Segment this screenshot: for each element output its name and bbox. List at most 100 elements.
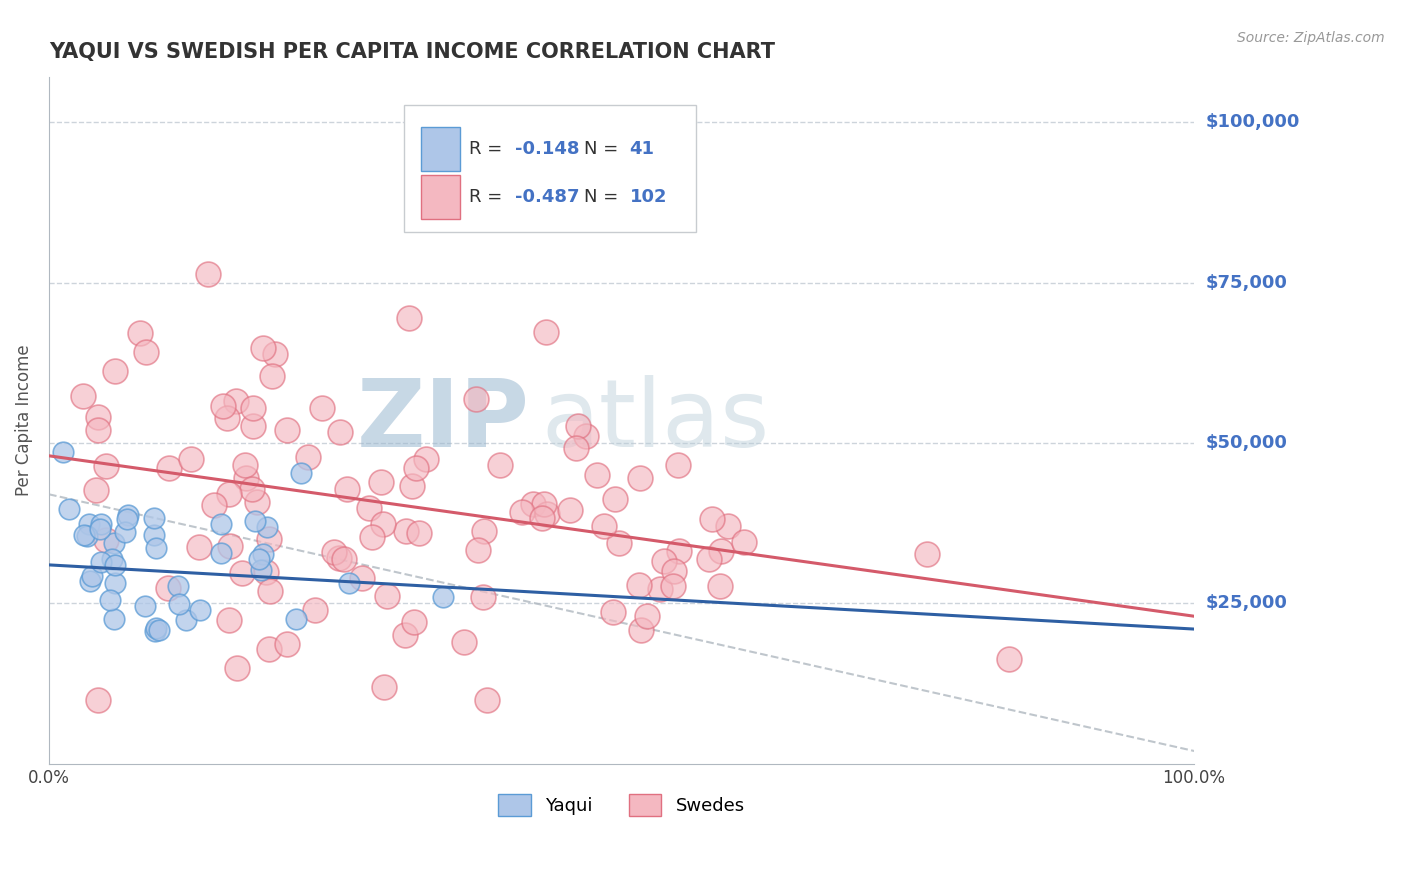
Point <box>297 450 319 464</box>
Point <box>246 495 269 509</box>
Point <box>235 471 257 485</box>
Point <box>219 539 242 553</box>
Point <box>114 525 136 540</box>
Point <box>408 526 430 541</box>
Point <box>209 546 232 560</box>
Point <box>117 512 139 526</box>
Point <box>276 423 298 437</box>
Point <box>218 613 240 627</box>
Point <box>375 590 398 604</box>
Point <box>697 552 720 566</box>
Point <box>157 581 180 595</box>
Point <box>87 410 110 425</box>
Point <box>398 311 420 326</box>
Point <box>134 599 156 614</box>
Point <box>574 429 596 443</box>
Point <box>143 528 166 542</box>
Point <box>360 530 382 544</box>
Point <box>72 389 94 403</box>
Point <box>145 621 167 635</box>
Point <box>285 611 308 625</box>
Point <box>627 578 650 592</box>
Point <box>87 692 110 706</box>
Point <box>226 661 249 675</box>
Point <box>394 628 416 642</box>
Point <box>337 576 360 591</box>
Point <box>522 497 544 511</box>
Point <box>98 592 121 607</box>
Point <box>489 458 512 473</box>
Point <box>247 552 270 566</box>
Point <box>257 641 280 656</box>
Point <box>700 512 723 526</box>
Point <box>79 574 101 588</box>
Point <box>103 536 125 550</box>
Y-axis label: Per Capita Income: Per Capita Income <box>15 344 32 496</box>
Point <box>359 500 381 515</box>
Text: $25,000: $25,000 <box>1205 594 1286 613</box>
Point <box>76 529 98 543</box>
FancyBboxPatch shape <box>404 104 696 232</box>
Text: $100,000: $100,000 <box>1205 113 1299 131</box>
Point <box>662 564 685 578</box>
Point <box>607 535 630 549</box>
Point <box>336 482 359 496</box>
FancyBboxPatch shape <box>422 128 460 171</box>
Point <box>668 544 690 558</box>
Point <box>94 533 117 547</box>
Point <box>240 483 263 497</box>
Text: 41: 41 <box>630 140 655 158</box>
Point <box>167 598 190 612</box>
Point <box>157 460 180 475</box>
Point <box>148 623 170 637</box>
Point <box>401 479 423 493</box>
Point <box>145 541 167 556</box>
Point <box>630 624 652 638</box>
Text: N =: N = <box>583 140 624 158</box>
Point <box>176 613 198 627</box>
Point <box>218 487 240 501</box>
Point <box>432 590 454 604</box>
Text: 102: 102 <box>630 188 666 206</box>
Point <box>290 466 312 480</box>
Point <box>252 547 274 561</box>
Point <box>142 511 165 525</box>
Point <box>242 401 264 416</box>
Point <box>534 325 557 339</box>
Point <box>531 511 554 525</box>
Point <box>567 418 589 433</box>
Point <box>143 624 166 638</box>
Point <box>101 552 124 566</box>
Point <box>86 483 108 497</box>
Text: YAQUI VS SWEDISH PER CAPITA INCOME CORRELATION CHART: YAQUI VS SWEDISH PER CAPITA INCOME CORRE… <box>49 42 775 62</box>
Point <box>311 401 333 415</box>
Point <box>259 584 281 599</box>
Point <box>636 608 658 623</box>
Point <box>243 514 266 528</box>
Point <box>209 516 232 531</box>
Point <box>166 578 188 592</box>
Point <box>998 652 1021 666</box>
Point <box>394 524 416 538</box>
Point <box>662 579 685 593</box>
Point <box>467 542 489 557</box>
Point <box>257 532 280 546</box>
Point <box>536 508 558 522</box>
Point <box>586 467 609 482</box>
Point <box>256 520 278 534</box>
Point <box>187 540 209 554</box>
Point <box>128 326 150 341</box>
Point <box>82 569 104 583</box>
Point <box>373 681 395 695</box>
Point <box>648 582 671 596</box>
Point <box>328 550 350 565</box>
Point <box>373 516 395 531</box>
Point <box>87 423 110 437</box>
Point <box>104 364 127 378</box>
Point <box>135 345 157 359</box>
Text: Source: ZipAtlas.com: Source: ZipAtlas.com <box>1237 31 1385 45</box>
Point <box>96 459 118 474</box>
Text: R =: R = <box>470 140 508 158</box>
Point <box>79 516 101 531</box>
Text: -0.148: -0.148 <box>515 140 579 158</box>
